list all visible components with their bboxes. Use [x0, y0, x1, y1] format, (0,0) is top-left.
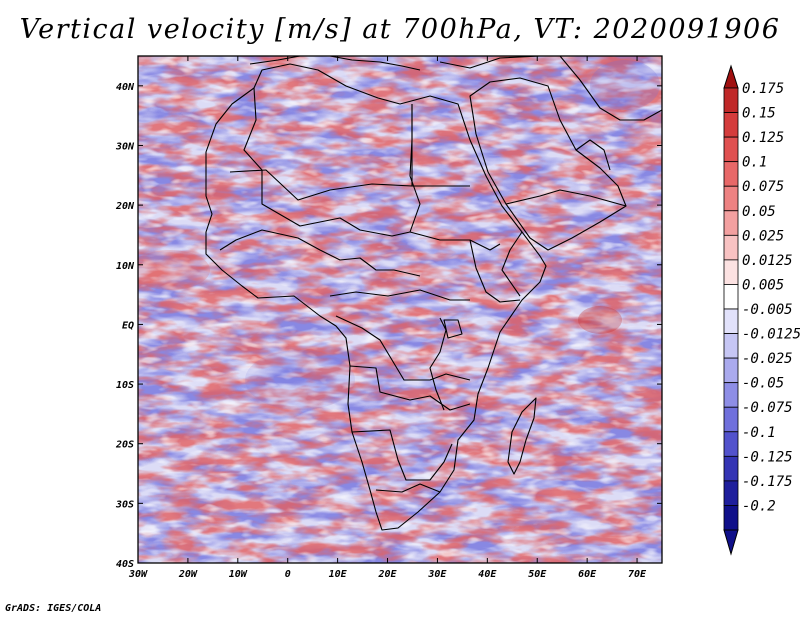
axis-ticks: 30W 20W 10W 0 10E 20E 30E 40E 50E 60E 70E 40N 30N 20N… [115, 56, 662, 580]
colorbar-segment [723, 185, 739, 212]
colorbar-segment [723, 333, 739, 359]
lon-tick-label: 10W [229, 569, 248, 580]
border-sahel [229, 169, 413, 201]
colorbar-label: -0.2 [742, 498, 776, 514]
colorbar-segment [723, 505, 739, 531]
lon-tick-label: 60E [578, 569, 597, 580]
africa-coastline [205, 63, 547, 531]
colorbar-label: 0.025 [742, 228, 784, 244]
lat-tick-label: 10N [116, 261, 135, 272]
lat-tick-label: 30N [115, 141, 135, 152]
footer-credit: GrADS: IGES/COLA [5, 603, 102, 614]
border-southafrica [375, 483, 441, 493]
colorbar-label: -0.025 [742, 351, 793, 367]
colorbar-label: 0.1 [742, 155, 767, 171]
lat-tick-label: 40N [116, 82, 135, 93]
colorbar-label: 0.0125 [742, 253, 793, 269]
colorbar-segment [723, 406, 739, 433]
lon-tick-label: 10E [329, 569, 348, 580]
madagascar-coastline [507, 397, 537, 475]
lake-victoria [443, 319, 463, 339]
colorbar-segment [723, 210, 739, 236]
lon-tick-label: 70E [628, 569, 647, 580]
colorbar-label: 0.15 [742, 106, 776, 122]
colorbar-label: -0.0125 [742, 327, 800, 343]
colorbar-label: -0.175 [742, 474, 793, 490]
colorbar-segment [723, 112, 739, 138]
colorbar-segment [723, 382, 739, 408]
colorbar-segment [723, 136, 739, 163]
border-arabia [505, 189, 627, 207]
colorbar-label: 0.005 [742, 277, 784, 293]
chart-title: Vertical velocity [m/s] at 700hPa, VT: 2… [19, 14, 781, 45]
lat-tick-label: 10S [116, 380, 134, 391]
border-west [219, 229, 421, 277]
colorbar-segment [723, 308, 739, 334]
colorbar-label: -0.075 [742, 400, 793, 416]
border-great-lakes [429, 317, 447, 411]
colorbar-label: -0.125 [742, 449, 793, 465]
lat-tick-label: EQ [122, 320, 134, 331]
border-horn [501, 231, 523, 297]
lat-tick-label: 40S [116, 559, 134, 570]
colorbar-label: 0.075 [742, 179, 784, 195]
persian-gulf [575, 139, 611, 171]
lon-tick-label: 0 [285, 569, 291, 580]
lat-tick-label: 30S [115, 499, 134, 510]
velocity-field [138, 56, 662, 563]
europe-coastline [249, 56, 541, 71]
border-east [469, 239, 521, 303]
lon-tick-label: 30W [128, 569, 148, 580]
colorbar-min-arrow [723, 529, 739, 556]
colorbar-label: 0.175 [742, 81, 784, 97]
lon-tick-label: 40E [478, 569, 497, 580]
colorbar-segment [723, 431, 739, 457]
colorbar-segment [723, 284, 739, 310]
border-south-central [349, 365, 471, 411]
lat-tick-label: 20S [115, 440, 134, 451]
lon-tick-label: 20E [377, 569, 397, 580]
lat-tick-label: 20N [115, 201, 135, 212]
middle-east-coast [559, 56, 662, 121]
colorbar-label: 0.125 [742, 130, 784, 146]
colorbar-segment [723, 234, 739, 261]
plot-frame [137, 55, 663, 564]
colorbar-segment [723, 480, 739, 506]
colorbar-segment [723, 455, 739, 482]
lon-tick-label: 50E [528, 569, 547, 580]
colorbar: 0.175 0.15 0.125 0.1 0.075 0.05 0.025 0.0125 0.0… [723, 64, 800, 556]
border-south [351, 429, 453, 481]
colorbar-label: -0.1 [742, 425, 776, 441]
colorbar-max-arrow [723, 64, 739, 89]
colorbar-label: 0.05 [742, 204, 776, 220]
border-central [329, 289, 470, 301]
border-congo [335, 315, 471, 381]
colorbar-segment [723, 357, 739, 384]
country-borders [205, 56, 662, 531]
colorbar-segment [723, 259, 739, 285]
colorbar-segment [723, 87, 739, 113]
colorbar-label: -0.05 [742, 376, 784, 392]
lon-tick-label: 30E [427, 569, 447, 580]
lon-tick-label: 20W [178, 569, 198, 580]
colorbar-segment [723, 161, 739, 187]
colorbar-label: -0.005 [742, 302, 793, 318]
